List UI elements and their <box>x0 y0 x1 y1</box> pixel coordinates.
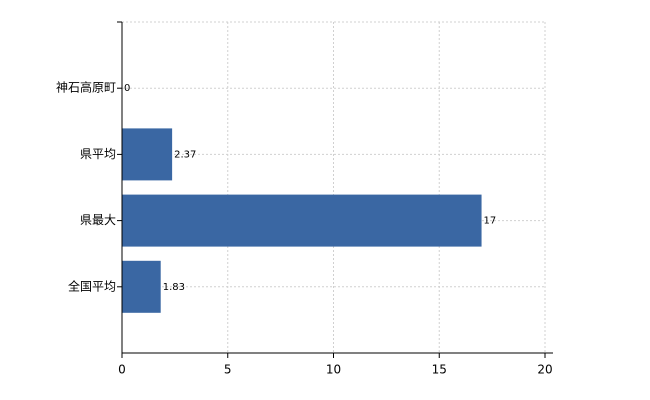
bar <box>122 128 173 181</box>
bar <box>122 194 482 247</box>
x-tick-label: 20 <box>537 363 552 377</box>
x-tick-label: 5 <box>224 363 232 377</box>
x-tick-label: 10 <box>326 363 341 377</box>
value-label: 0 <box>124 83 130 94</box>
value-label: 1.83 <box>163 282 185 293</box>
value-label: 2.37 <box>174 149 196 160</box>
y-tick-label: 全国平均 <box>68 278 116 293</box>
bar <box>122 260 161 313</box>
value-label: 17 <box>484 216 497 227</box>
y-tick-label: 県最大 <box>80 213 116 227</box>
x-tick-label: 15 <box>432 363 447 377</box>
y-tick-label: 県平均 <box>80 147 116 161</box>
x-tick-label: 0 <box>118 363 126 377</box>
y-tick-label: 神石高原町 <box>56 80 116 95</box>
